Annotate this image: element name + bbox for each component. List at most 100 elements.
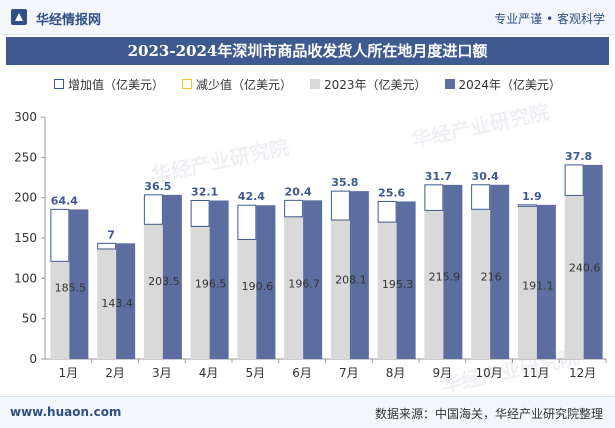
bar-2023	[330, 220, 350, 359]
value-2024-label: 196.7	[288, 278, 320, 291]
bar-2024	[256, 205, 276, 359]
legend-2024-swatch	[444, 79, 455, 89]
bar-2024	[69, 209, 89, 359]
value-2024-label: 196.5	[195, 278, 227, 291]
increase-label: 37.8	[565, 150, 592, 163]
bar-2023	[424, 210, 444, 359]
x-tick-label: 8月	[386, 366, 406, 380]
footer: www.huaon.com 数据来源：中国海关，华经产业研究院整理	[0, 396, 615, 428]
bar-2024	[583, 164, 603, 359]
bar-2024	[490, 184, 510, 359]
increase-box	[50, 208, 70, 262]
increase-box	[284, 199, 304, 218]
bar-2024	[303, 200, 323, 359]
bar-2024	[396, 201, 416, 359]
data-source: 数据来源：中国海关，华经产业研究院整理	[374, 407, 603, 421]
value-2024-label: 185.5	[55, 282, 87, 295]
top-bar: 华经情报网 专业严谨 • 客观科学	[0, 0, 615, 35]
value-2024-label: 190.6	[242, 280, 274, 293]
bar-2024	[162, 194, 182, 359]
increase-box	[190, 199, 210, 227]
legend-2023-label: 2023年（亿美元）	[323, 77, 427, 92]
bar-2024	[209, 200, 229, 359]
increase-box	[330, 190, 350, 221]
bar-2024	[116, 243, 136, 359]
legend-decrease-label: 减少值（亿美元）	[195, 77, 292, 92]
increase-label: 64.4	[51, 194, 78, 207]
chart-title: 2023-2024年深圳市商品收发货人所在地月度进口额	[127, 42, 488, 60]
y-tick-label: 250	[14, 150, 37, 164]
bar-2023	[237, 239, 257, 359]
brand-name: 华经情报网	[36, 13, 102, 28]
increase-label: 31.7	[425, 170, 452, 183]
x-tick-label: 11月	[522, 366, 549, 380]
legend: 增加值（亿美元） 减少值（亿美元） 2023年（亿美元） 2024年（亿美元）	[0, 74, 615, 94]
increase-label: 25.6	[378, 186, 405, 199]
bar-2023	[471, 209, 491, 359]
x-tick-label: 9月	[433, 366, 453, 380]
bar-2024	[536, 204, 556, 359]
increase-label: 36.5	[144, 180, 171, 193]
x-tick-label: 2月	[105, 366, 125, 380]
legend-2024-label: 2024年（亿美元）	[458, 77, 562, 92]
legend-2023-swatch	[309, 79, 320, 89]
site-url: www.huaon.com	[10, 405, 122, 419]
increase-box	[424, 184, 444, 211]
increase-box	[377, 200, 397, 223]
y-tick-label: 0	[29, 352, 37, 366]
legend-2023: 2023年（亿美元）	[309, 74, 427, 94]
title-bar: 2023-2024年深圳市商品收发货人所在地月度进口额	[6, 37, 609, 65]
value-2024-label: 143.4	[101, 297, 133, 310]
increase-label: 30.4	[472, 170, 499, 183]
x-tick-label: 4月	[199, 366, 219, 380]
x-tick-label: 10月	[475, 366, 502, 380]
bar-2023	[564, 195, 584, 359]
y-tick-label: 200	[14, 191, 37, 205]
y-tick-label: 300	[14, 110, 37, 124]
value-2024-label: 191.1	[522, 280, 554, 293]
legend-2024: 2024年（亿美元）	[444, 74, 562, 94]
increase-label: 1.9	[522, 190, 542, 203]
value-2024-label: 208.1	[335, 273, 367, 286]
x-tick-label: 1月	[59, 366, 79, 380]
bar-chart: 0 50 100 150 200 250 300 64.4 185.5 1月 7 143.4 2月 36.…	[14, 110, 607, 380]
y-tick-label: 50	[22, 312, 37, 326]
increase-box	[237, 204, 257, 240]
legend-decrease-swatch	[181, 79, 192, 89]
x-tick-label: 5月	[246, 366, 266, 380]
x-tick-label: 3月	[152, 366, 172, 380]
value-2024-label: 215.9	[429, 271, 461, 284]
bar-2023	[377, 222, 397, 359]
increase-label: 20.4	[285, 185, 312, 198]
x-tick-label: 7月	[339, 366, 359, 380]
legend-increase-swatch	[53, 79, 64, 89]
bar-2023	[517, 206, 537, 359]
increase-label: 35.8	[331, 176, 358, 189]
increase-label: 32.1	[191, 185, 218, 198]
huajing-logo-icon	[11, 9, 27, 25]
increase-box	[471, 184, 491, 210]
bar-2023	[284, 216, 304, 359]
bar-2024	[349, 191, 369, 359]
bar-2024	[443, 184, 463, 359]
legend-increase: 增加值（亿美元）	[53, 74, 164, 94]
y-tick-label: 100	[14, 271, 37, 285]
bar-2023	[143, 224, 163, 359]
bar-2023	[50, 261, 70, 359]
value-2024-label: 240.6	[569, 262, 601, 275]
bar-2023	[97, 248, 117, 359]
legend-decrease: 减少值（亿美元）	[181, 74, 292, 94]
x-tick-label: 6月	[292, 366, 312, 380]
tagline: 专业严谨 • 客观科学	[494, 12, 605, 26]
value-2024-label: 203.5	[148, 275, 180, 288]
increase-box	[517, 204, 537, 207]
value-2024-label: 216	[481, 271, 502, 284]
value-2024-label: 195.3	[382, 278, 414, 291]
increase-label: 42.4	[238, 190, 265, 203]
increase-box	[564, 164, 584, 196]
increase-box	[143, 194, 163, 225]
legend-increase-label: 增加值（亿美元）	[67, 77, 164, 92]
y-tick-label: 150	[14, 231, 37, 245]
x-tick-label: 12月	[569, 366, 596, 380]
increase-label: 7	[107, 228, 115, 241]
